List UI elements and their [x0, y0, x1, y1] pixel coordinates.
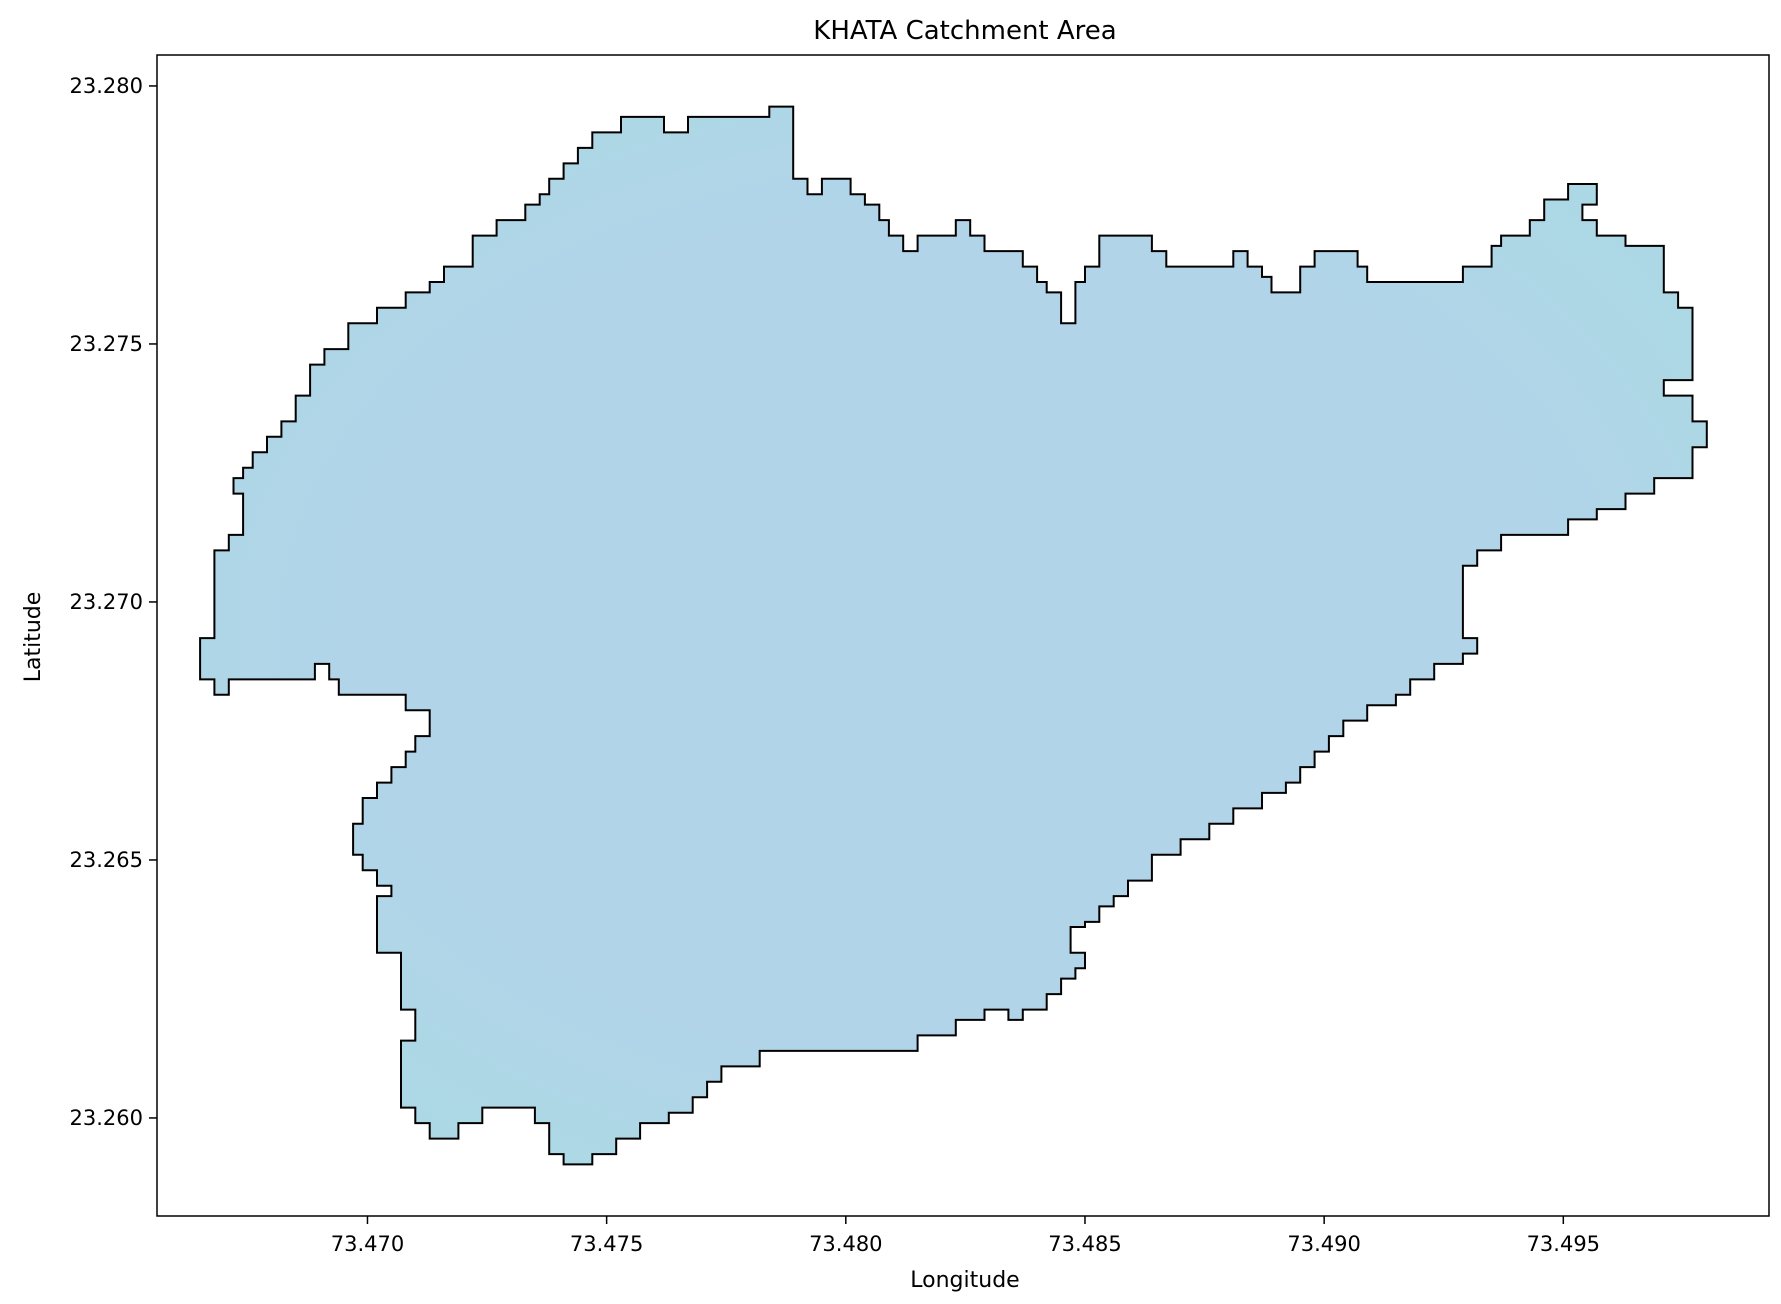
x-tick-label: 73.470 — [331, 1232, 404, 1256]
x-tick-label: 73.480 — [809, 1232, 882, 1256]
y-axis-ticks: 23.260 23.265 23.270 23.275 23.280 — [70, 74, 157, 1130]
x-axis-ticks: 73.470 73.475 73.480 73.485 73.490 73.495 — [331, 1216, 1600, 1256]
y-tick-label: 23.265 — [70, 848, 143, 872]
y-axis-label: Latitude — [21, 592, 46, 683]
y-tick-label: 23.280 — [70, 74, 143, 98]
x-axis-label: Longitude — [910, 1268, 1019, 1293]
x-tick-label: 73.475 — [570, 1232, 643, 1256]
x-tick-label: 73.490 — [1287, 1232, 1360, 1256]
y-tick-label: 23.260 — [70, 1106, 143, 1130]
x-tick-label: 73.485 — [1048, 1232, 1121, 1256]
chart-title: KHATA Catchment Area — [813, 16, 1116, 46]
y-tick-label: 23.275 — [70, 332, 143, 356]
x-tick-label: 73.495 — [1527, 1232, 1600, 1256]
y-tick-label: 23.270 — [70, 590, 143, 614]
catchment-polygon — [199, 105, 1708, 1166]
axes-frame — [156, 54, 1770, 1217]
plot-area — [156, 54, 1770, 1217]
